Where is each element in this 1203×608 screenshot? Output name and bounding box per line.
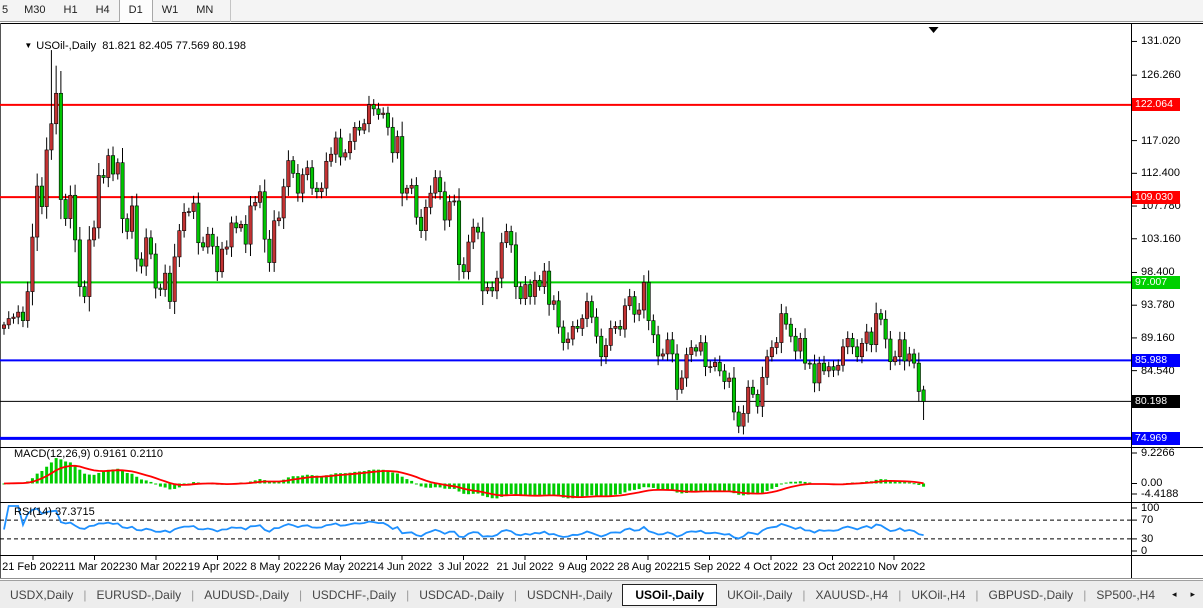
tab-audusd-daily[interactable]: AUDUSD-,Daily: [204, 587, 289, 602]
tab-separator: |: [1083, 587, 1087, 602]
tab-usdx-daily[interactable]: USDX,Daily: [10, 587, 74, 602]
tab-scroll-right-icon[interactable]: ▸: [1190, 589, 1195, 599]
tab-separator: |: [406, 587, 410, 602]
chart-shift-marker: [928, 27, 939, 33]
tab-separator: |: [83, 587, 87, 602]
tab-sp500-h4[interactable]: SP500-,H4: [1096, 587, 1156, 602]
tab-scroll-arrows: ◂ ▸: [1172, 589, 1203, 600]
timeframe-button-w1[interactable]: W1: [161, 3, 179, 16]
tab-separator: |: [975, 587, 979, 602]
tab-usoil-daily[interactable]: USOil-,Daily: [622, 583, 718, 606]
tab-ukoil-h4[interactable]: UKOil-,H4: [911, 587, 966, 602]
candlestick-series: [1, 50, 926, 435]
macd-signal-line: [3, 464, 924, 499]
timeframe-button-d1[interactable]: D1: [118, 0, 153, 22]
timeframe-button-mn[interactable]: MN: [196, 3, 214, 16]
timeframe-button-m30[interactable]: M30: [24, 3, 46, 16]
tab-separator: |: [802, 587, 806, 602]
tab-gbpusd-daily[interactable]: GBPUSD-,Daily: [988, 587, 1074, 602]
tab-usdchf-daily[interactable]: USDCHF-,Daily: [312, 587, 397, 602]
tab-eurusd-daily[interactable]: EURUSD-,Daily: [96, 587, 182, 602]
chart-tab-bar: USDX,Daily | EURUSD-,Daily | AUDUSD-,Daily | U…: [0, 580, 1203, 608]
tab-separator: |: [298, 587, 303, 602]
toolbar-separator: [230, 0, 232, 22]
timeframe-button-h1[interactable]: H1: [63, 3, 78, 16]
tab-scroll-left-icon[interactable]: ◂: [1171, 589, 1177, 599]
macd-histogram: [2, 458, 926, 499]
tab-xauusd-h4[interactable]: XAUUSD-,H4: [815, 587, 889, 602]
tab-separator: |: [898, 587, 902, 602]
tab-separator: |: [191, 587, 195, 602]
tab-usdcnh-daily[interactable]: USDCNH-,Daily: [527, 587, 613, 602]
timeframe-button-h4[interactable]: H4: [95, 3, 110, 16]
rsi-line: [3, 505, 924, 540]
tab-usdcad-daily[interactable]: USDCAD-,Daily: [419, 587, 504, 602]
timeframe-toolbar: 5 M30 H1 H4 D1 W1 MN: [0, 0, 1203, 22]
tab-separator: |: [513, 587, 518, 602]
timeframe-button-5[interactable]: 5: [2, 3, 9, 16]
tab-ukoil-daily[interactable]: UKOil-,Daily: [727, 587, 793, 602]
